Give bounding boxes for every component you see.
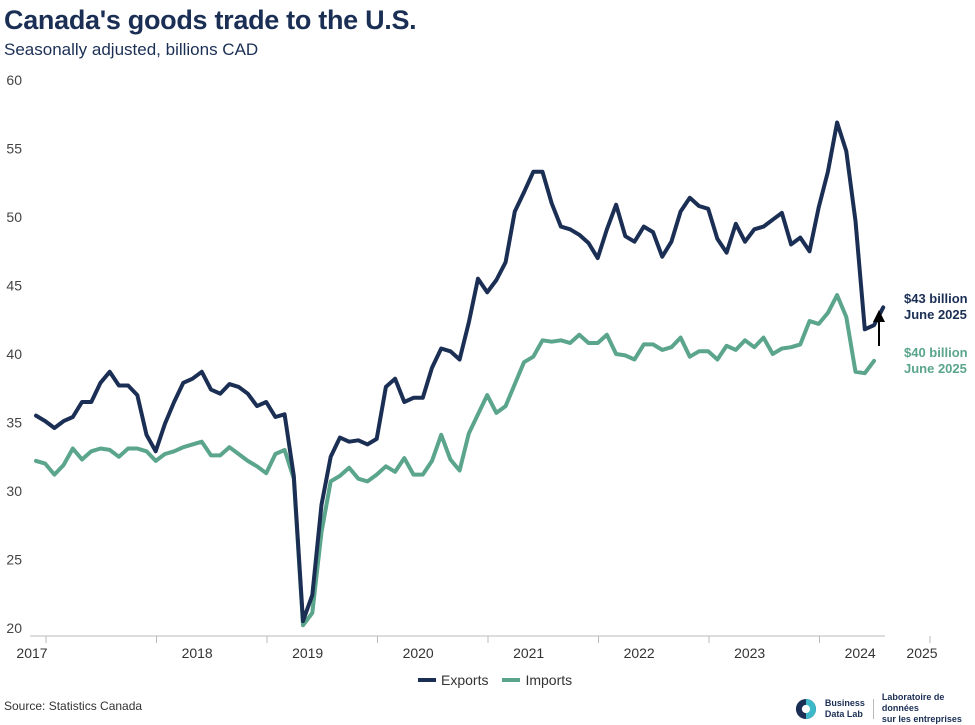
x-tick-label: 2018 [182,645,213,661]
exports-annotation-value: $43 billion [904,291,968,306]
legend-item-imports: Imports [502,672,572,688]
business-data-lab-logo-icon [795,698,816,719]
legend-label-exports: Exports [441,672,489,688]
annotation-arrow [873,310,885,346]
x-tick-label: 2024 [845,645,876,661]
y-tick-label: 55 [6,141,22,157]
brand-name-en: Business Data Lab [825,698,865,720]
exports-annotation-date: June 2025 [904,307,967,322]
legend-label-imports: Imports [525,672,573,688]
x-tick-label: 2023 [734,645,765,661]
chart-legend: Exports Imports [418,672,572,688]
imports-annotation-value: $40 billion [904,345,968,360]
imports-series-line [34,293,876,628]
y-tick-label: 50 [6,209,22,225]
x-axis-ticks: 2017 2018 2019 2020 2021 2022 2023 2024 2025 [16,636,938,661]
legend-swatch-exports [418,678,436,682]
y-tick-label: 30 [6,483,22,499]
y-tick-label: 40 [6,346,22,362]
y-tick-label: 60 [6,72,22,88]
chart-subtitle: Seasonally adjusted, billions CAD [4,40,259,59]
y-tick-label: 25 [6,552,22,568]
brand-en-line2: Data Lab [824,708,863,719]
legend-swatch-imports [502,678,521,682]
exports-series-line [34,120,886,624]
legend-item-exports: Exports [418,672,488,688]
x-tick-label: 2021 [513,645,544,661]
x-tick-label: 2025 [906,645,937,661]
y-tick-label: 35 [6,415,22,431]
y-tick-label: 45 [6,278,22,294]
brand-fr-line1: Laboratoire de données [881,692,945,713]
x-tick-label: 2022 [624,645,655,661]
y-axis-ticks: 20 25 30 35 40 45 50 55 60 [6,72,22,636]
chart-title: Canada's goods trade to the U.S. [4,5,417,35]
x-tick-label: 2017 [16,645,47,661]
source-note: Source: Statistics Canada [4,699,143,713]
imports-annotation-date: June 2025 [904,361,967,376]
y-tick-label: 20 [6,620,22,636]
x-tick-label: 2020 [403,645,434,661]
brand-en-line1: Business [824,697,865,708]
brand-divider [872,698,874,719]
brand-fr-line2: sur les entreprises [881,714,962,724]
brand-name-fr: Laboratoire de données sur les entrepris… [882,692,975,725]
x-tick-label: 2019 [292,645,323,661]
brand-footer: Business Data Lab Laboratoire de données… [795,692,975,725]
